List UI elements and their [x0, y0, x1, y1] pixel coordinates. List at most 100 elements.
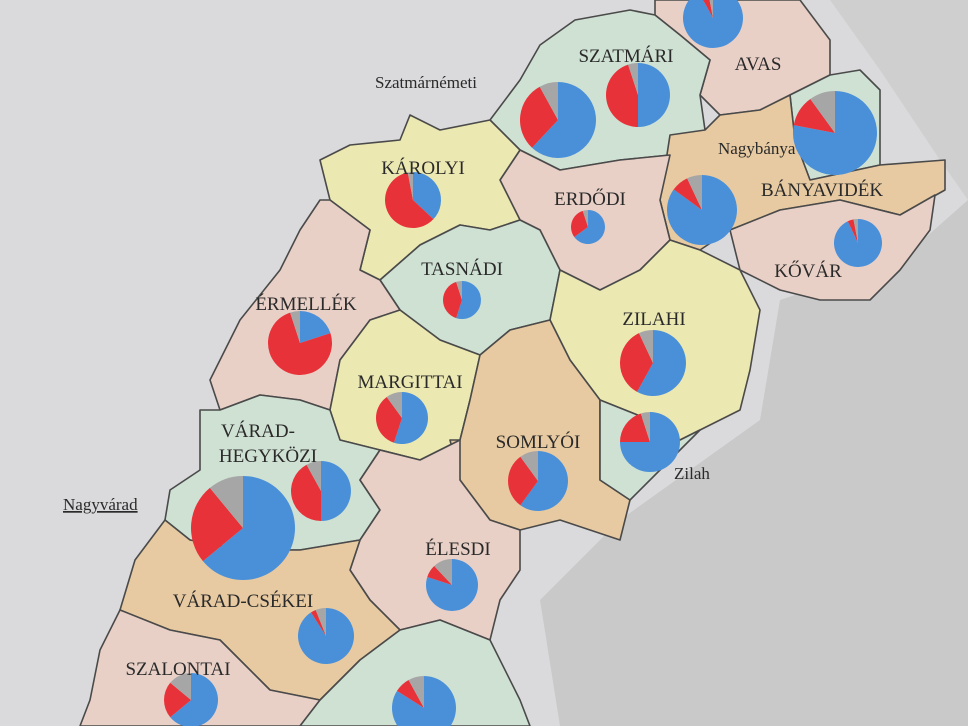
pie-erdodi	[571, 210, 605, 245]
pie-slice-gray	[306, 461, 321, 491]
pie-slice-blue	[321, 461, 351, 521]
pie-slice-red	[508, 456, 538, 506]
pie-slice-red	[310, 609, 326, 636]
pie-slice-red	[427, 566, 452, 585]
region-label-kovar: KŐVÁR	[774, 260, 842, 282]
pie-nagybanya	[793, 91, 877, 176]
pie-slice-gray	[582, 210, 588, 227]
region-label-varad-hegykozi-2: HEGYKÖZI	[219, 446, 317, 467]
pie-slice-red	[385, 172, 434, 228]
pie-slice-blue	[531, 82, 596, 158]
pie-slice-gray	[290, 311, 300, 343]
pie-slice-gray	[170, 673, 191, 700]
pie-slice-red	[620, 333, 653, 392]
pie-slice-blue	[170, 673, 218, 726]
pie-slice-red	[606, 64, 638, 127]
region-somlyoi	[449, 319, 631, 541]
pie-karolyi	[385, 172, 441, 228]
pie-banyavidek	[666, 175, 737, 245]
pie-varad-csekei	[298, 608, 355, 664]
region-label-margittai: MARGITTAI	[357, 372, 462, 393]
region-label-avas: AVAS	[735, 54, 782, 75]
pie-slice-blue	[300, 311, 331, 343]
pie-slice-red	[620, 413, 650, 442]
pie-slice-red	[847, 219, 858, 243]
region-kovar	[729, 194, 936, 301]
pie-margittai	[376, 392, 428, 444]
region-label-somlyoi: SOMLYÓI	[496, 431, 581, 453]
pie-slice-blue	[637, 330, 686, 397]
pie-slice-gray	[853, 219, 858, 243]
pie-slice-blue	[413, 172, 441, 220]
pie-avas-top	[682, 0, 743, 48]
pie-slice-blue	[393, 392, 428, 444]
pie-somlyoi	[508, 451, 568, 511]
pie-slice-red	[291, 464, 321, 521]
mountain-relief-north	[830, 0, 968, 200]
pie-szatmarnemeti	[520, 82, 596, 158]
pie-slice-gray	[386, 392, 402, 418]
region-label-elesdi: ÉLESDI	[425, 538, 490, 560]
region-label-varad-hegykozi-1: VÁRAD-	[221, 420, 295, 442]
pie-slice-blue	[520, 451, 568, 511]
pie-slice-gray	[628, 63, 638, 95]
pie-kovar	[834, 219, 882, 267]
pie-slice-red	[571, 210, 588, 237]
pie-slice-red	[396, 679, 424, 708]
pie-slice-gray	[687, 175, 702, 210]
pie-slice-blue	[638, 63, 670, 127]
pie-slice-gray	[408, 676, 424, 708]
region-label-karolyi: KÁROLYI	[381, 157, 465, 179]
region-label-varad-csekei: VÁRAD-CSÉKEI	[173, 590, 313, 612]
region-label-banyavidek: BÁNYAVIDÉK	[761, 179, 883, 201]
region-bottom	[299, 619, 531, 726]
pie-slice-red	[793, 99, 835, 133]
pie-slice-gray	[209, 476, 243, 528]
pie-slice-gray	[407, 172, 413, 200]
pie-slice-blue	[202, 476, 296, 581]
pie-slice-red	[443, 281, 462, 319]
pie-slice-gray	[810, 91, 835, 133]
pie-nagyvarad	[191, 476, 296, 581]
pie-ermellek	[268, 311, 332, 375]
mountain-relief	[540, 200, 968, 726]
pie-slice-gray	[315, 608, 326, 636]
pie-slice-gray	[640, 412, 650, 442]
pie-bottom	[392, 676, 456, 726]
pie-szatmari	[606, 63, 670, 127]
region-label-tasnadi: TASNÁDI	[421, 258, 503, 280]
city-label-nagyvarad: Nagyvárad	[63, 495, 138, 514]
pie-zilahi	[620, 330, 686, 397]
region-label-ermellek: ÉRMELLÉK	[255, 293, 357, 315]
region-label-szatmari: SZATMÁRI	[578, 45, 673, 67]
city-label-nagybanya: Nagybánya	[718, 139, 796, 158]
city-label-zilah: Zilah	[674, 464, 710, 483]
pie-slice-red	[520, 86, 558, 148]
city-label-szatmarnemeti: Szatmárnémeti	[375, 73, 477, 92]
pie-slice-gray	[520, 451, 538, 481]
pie-slice-blue	[426, 559, 479, 611]
pie-slice-gray	[456, 281, 462, 300]
pie-szalontai	[163, 673, 218, 726]
region-szalontai	[79, 609, 321, 726]
region-label-erdodi: ERDŐDI	[554, 188, 626, 210]
pie-slice-blue	[298, 608, 355, 664]
region-label-zilahi: ZILAHI	[622, 309, 685, 330]
pie-slice-blue	[574, 210, 605, 245]
pie-slice-red	[376, 396, 402, 443]
pie-slice-red	[163, 682, 191, 718]
pie-slice-blue	[392, 676, 456, 726]
pie-slice-gray	[434, 559, 452, 585]
pie-slice-red	[703, 0, 713, 18]
pie-slice-red	[191, 487, 243, 562]
region-label-szalontai: SZALONTAI	[125, 659, 230, 680]
pie-slice-blue	[682, 0, 743, 48]
pie-slice-gray	[638, 330, 653, 363]
pie-slice-red	[673, 178, 702, 210]
pie-elesdi	[426, 559, 479, 611]
pie-slice-gray	[539, 82, 558, 120]
pie-slice-gray	[709, 0, 713, 18]
pie-slice-blue	[456, 281, 481, 319]
pie-zilah	[620, 412, 680, 472]
